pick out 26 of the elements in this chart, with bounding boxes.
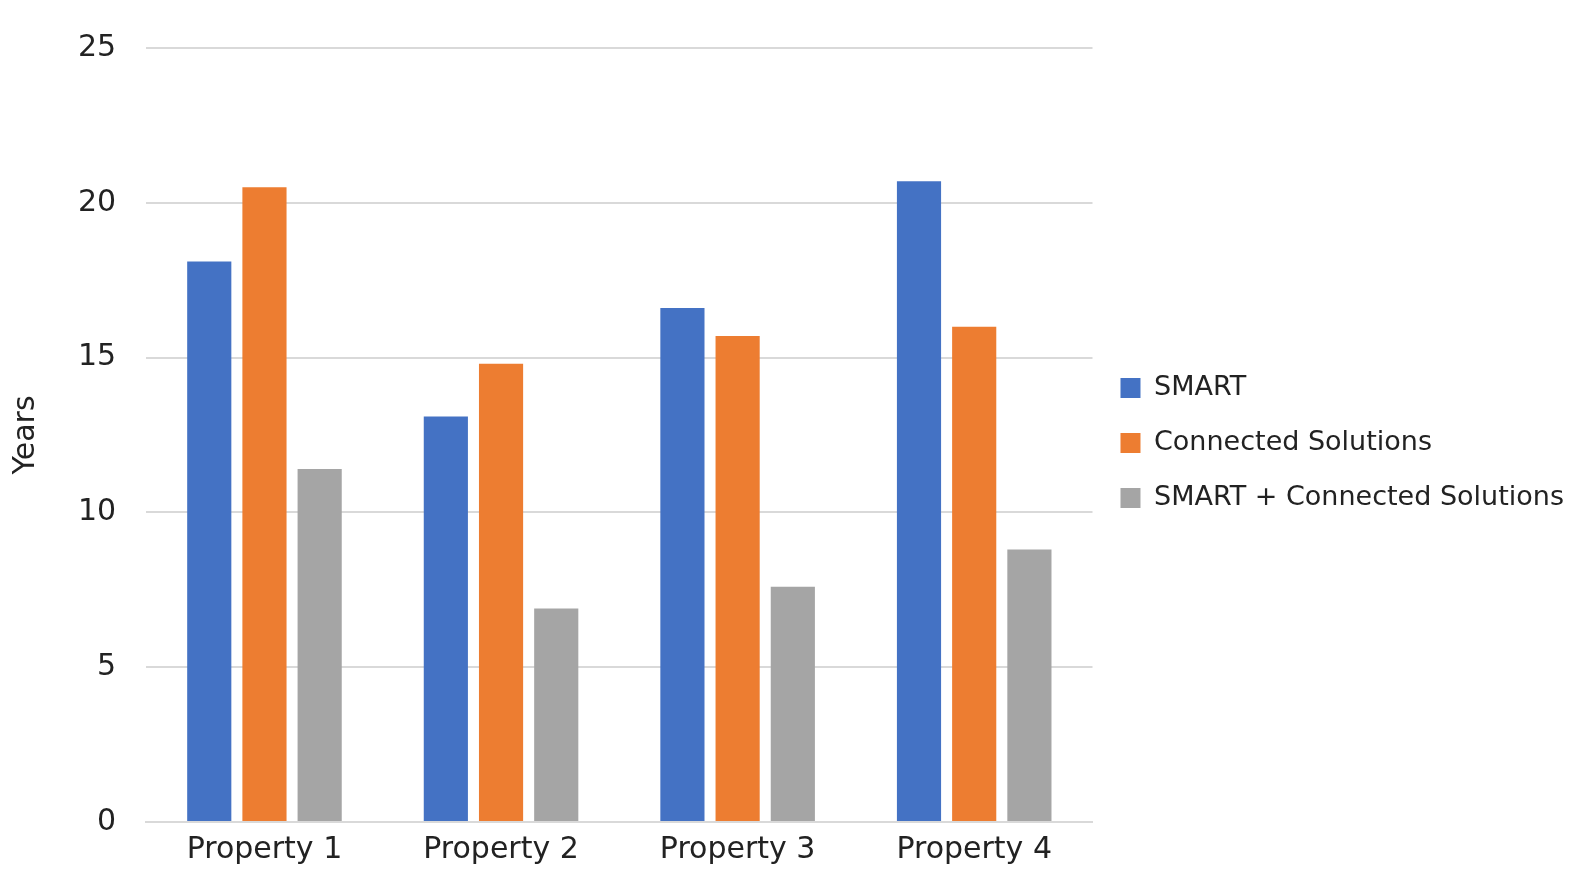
bar xyxy=(478,363,524,821)
y-tick-label: 25 xyxy=(77,27,117,63)
bar xyxy=(187,261,232,821)
x-tick-label: Property 4 xyxy=(896,829,1052,865)
x-tick-label: Property 2 xyxy=(423,829,579,865)
bar xyxy=(534,608,579,821)
legend-label: SMART + Connected Solutions xyxy=(1153,480,1565,512)
y-tick-label: 10 xyxy=(77,492,117,528)
y-axis-title: Years xyxy=(5,395,41,476)
bar xyxy=(770,586,815,821)
x-tick-label: Property 1 xyxy=(186,829,343,865)
y-tick-label: 0 xyxy=(97,801,117,837)
legend-label: SMART xyxy=(1153,370,1247,402)
bar xyxy=(952,326,997,821)
bar xyxy=(1007,549,1052,821)
x-tick-label: Property 3 xyxy=(659,829,816,865)
y-tick-label: 5 xyxy=(97,647,117,682)
bar xyxy=(242,187,287,821)
y-tick-label: 15 xyxy=(77,337,117,373)
bar xyxy=(297,469,342,821)
bar xyxy=(715,335,760,821)
bar xyxy=(660,308,705,821)
bar xyxy=(896,181,942,821)
bar xyxy=(423,416,468,821)
legend-label: Connected Solutions xyxy=(1153,425,1433,457)
y-tick-label: 20 xyxy=(77,182,117,218)
